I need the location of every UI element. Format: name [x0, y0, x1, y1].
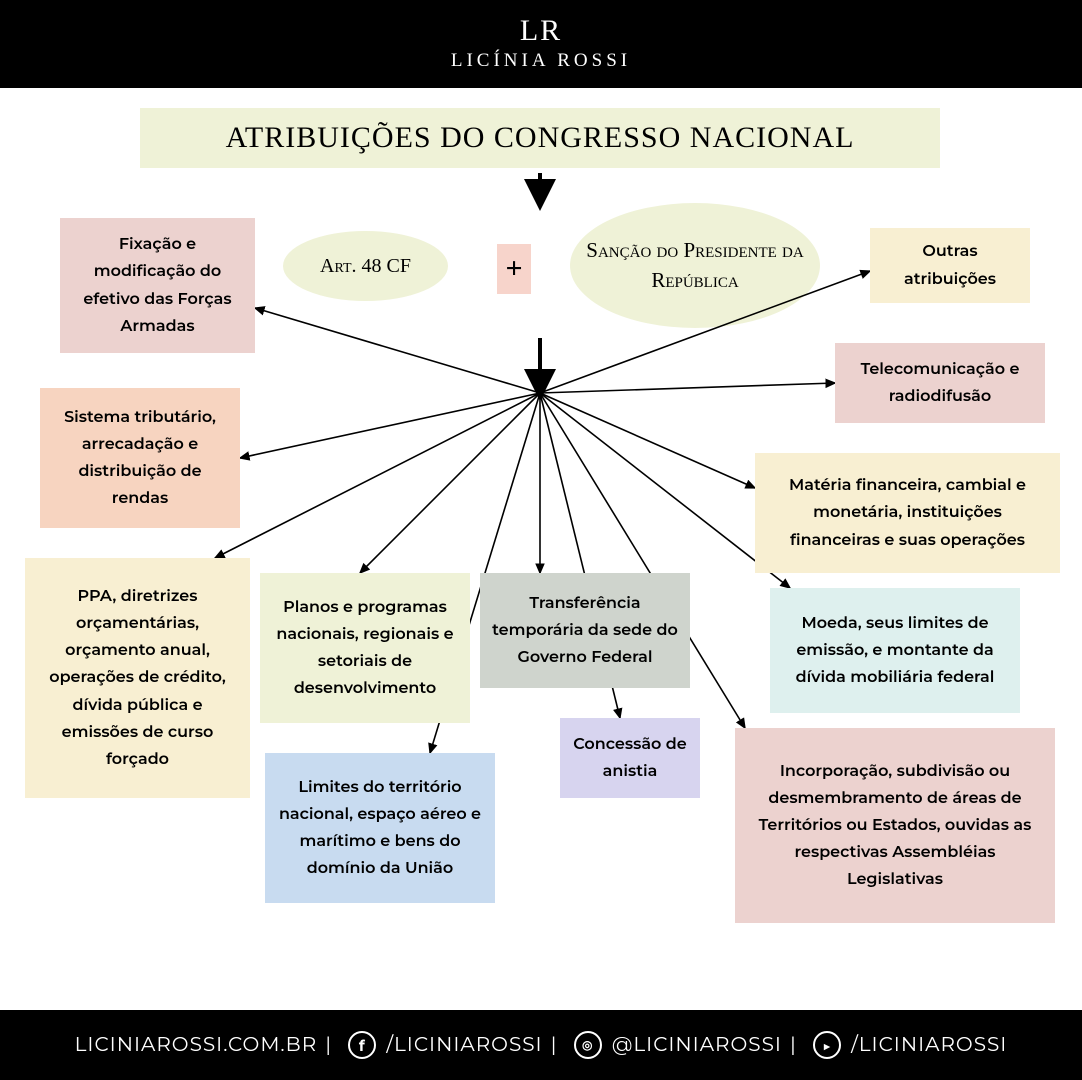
node-n12: Incorporação, subdivisão ou desmembramen… [735, 728, 1055, 923]
logo-name: LICÍNIA ROSSI [451, 50, 631, 72]
footer-yt: /LICINIAROSSI [851, 1033, 1007, 1057]
footer-site: LICINIAROSSI.COM.BR [75, 1033, 318, 1057]
node-n4: Sistema tributário, arrecadação e distri… [40, 388, 240, 528]
logo-initials: LR [520, 16, 562, 46]
facebook-icon: f [348, 1031, 376, 1059]
source-sancao: Sanção do Presidente da República [570, 203, 820, 328]
source-art48: Art. 48 CF [283, 231, 448, 301]
node-n2: Outras atribuições [870, 228, 1030, 303]
node-n9: Moeda, seus limites de emissão, e montan… [770, 588, 1020, 713]
node-n3: Telecomunicação e radiodifusão [835, 343, 1045, 423]
youtube-icon: ▶ [813, 1031, 841, 1059]
header-bar: LR LICÍNIA ROSSI [0, 0, 1082, 88]
node-n6: PPA, diretrizes orçamentárias, orçamento… [25, 558, 250, 798]
node-n1: Fixação e modificação do efetivo das For… [60, 218, 255, 353]
footer-fb: /LICINIAROSSI [386, 1033, 542, 1057]
node-n11: Concessão de anistia [560, 718, 700, 798]
diagram-canvas: ATRIBUIÇÕES DO CONGRESSO NACIONAL Art. 4… [0, 88, 1082, 1010]
footer-ig: @LICINIAROSSI [612, 1033, 782, 1057]
node-n5: Matéria financeira, cambial e monetária,… [755, 453, 1060, 573]
node-n7: Planos e programas nacionais, regionais … [260, 573, 470, 723]
diagram-title: ATRIBUIÇÕES DO CONGRESSO NACIONAL [140, 108, 940, 168]
node-n10: Limites do território nacional, espaço a… [265, 753, 495, 903]
node-n8: Transferência temporária da sede do Gove… [480, 573, 690, 688]
instagram-icon: ◎ [574, 1031, 602, 1059]
footer-bar: LICINIAROSSI.COM.BR | f /LICINIAROSSI | … [0, 1010, 1082, 1080]
plus-symbol: + [497, 244, 531, 294]
